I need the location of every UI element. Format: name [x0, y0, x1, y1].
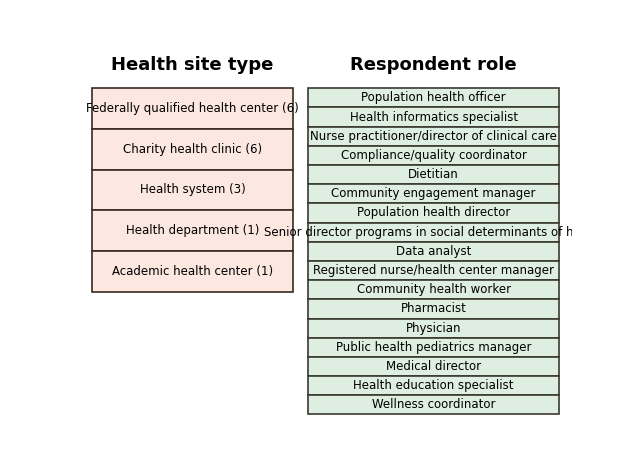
Bar	[308, 261, 559, 280]
Text: Health site type: Health site type	[111, 56, 274, 74]
Bar	[308, 88, 559, 108]
Text: Registered nurse/health center manager: Registered nurse/health center manager	[313, 264, 554, 277]
Text: Population health officer: Population health officer	[361, 91, 506, 104]
Text: Academic health center (1): Academic health center (1)	[112, 265, 273, 278]
Bar	[308, 395, 559, 415]
Text: Medical director: Medical director	[386, 360, 481, 373]
Bar	[91, 88, 293, 129]
Text: Health informatics specialist: Health informatics specialist	[350, 110, 518, 124]
Bar	[308, 127, 559, 146]
Bar	[91, 169, 293, 210]
Text: Dietitian: Dietitian	[408, 168, 459, 181]
Bar	[308, 223, 559, 242]
Text: Data analyst: Data analyst	[396, 245, 471, 258]
Text: Physician: Physician	[406, 322, 462, 335]
Text: Federally qualified health center (6): Federally qualified health center (6)	[86, 102, 299, 115]
Bar	[308, 280, 559, 299]
Text: Senior director programs in social determinants of health: Senior director programs in social deter…	[264, 226, 603, 238]
Bar	[308, 338, 559, 357]
Bar	[91, 251, 293, 292]
Bar	[308, 357, 559, 376]
Text: Wellness coordinator: Wellness coordinator	[372, 398, 495, 411]
Bar	[308, 146, 559, 165]
Bar	[308, 165, 559, 184]
Text: Nurse practitioner/director of clinical care: Nurse practitioner/director of clinical …	[311, 130, 557, 143]
Text: Health department (1): Health department (1)	[126, 224, 259, 237]
Bar	[308, 184, 559, 203]
Bar	[91, 210, 293, 251]
Text: Community health worker: Community health worker	[357, 283, 511, 296]
Text: Population health director: Population health director	[357, 207, 511, 219]
Text: Health education specialist: Health education specialist	[354, 379, 514, 392]
Text: Compliance/quality coordinator: Compliance/quality coordinator	[341, 149, 526, 162]
Bar	[308, 203, 559, 223]
Text: Respondent role: Respondent role	[351, 56, 517, 74]
Text: Health system (3): Health system (3)	[140, 183, 246, 197]
Text: Charity health clinic (6): Charity health clinic (6)	[123, 143, 262, 156]
Text: Community engagement manager: Community engagement manager	[331, 188, 536, 200]
Text: Public health pediatrics manager: Public health pediatrics manager	[336, 341, 531, 354]
Bar	[308, 376, 559, 395]
Bar	[308, 242, 559, 261]
Bar	[308, 318, 559, 338]
Text: Pharmacist: Pharmacist	[401, 302, 467, 316]
Bar	[308, 299, 559, 318]
Bar	[91, 129, 293, 169]
Bar	[308, 108, 559, 127]
